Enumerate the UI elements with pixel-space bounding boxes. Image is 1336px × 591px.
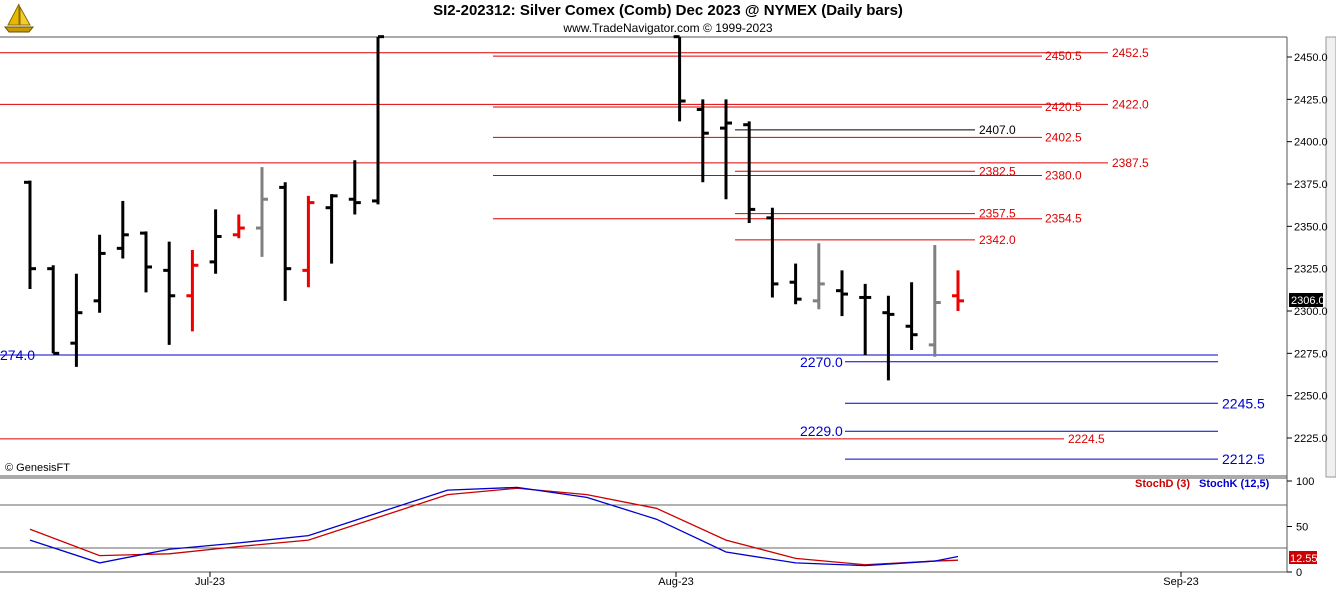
level-label: 2245.5 xyxy=(1222,395,1265,411)
level-label: 2407.0 xyxy=(979,123,1016,137)
ohlc-bar xyxy=(209,209,222,274)
ohlc-bar xyxy=(348,160,361,215)
price-tick-label: 2425.0 xyxy=(1294,94,1328,106)
stoch-tick-label: 50 xyxy=(1296,522,1308,534)
legend-stochk: StochK (12,5) xyxy=(1199,478,1270,490)
genesis-watermark: © GenesisFT xyxy=(5,462,70,474)
level-label: 2342.0 xyxy=(979,233,1016,247)
level-label: 2380.0 xyxy=(1045,169,1082,183)
ohlc-bar xyxy=(905,282,918,350)
ohlc-bar xyxy=(186,250,199,332)
level-label: 2354.5 xyxy=(1045,212,1082,226)
price-tick-label: 2250.0 xyxy=(1294,391,1328,403)
ohlc-bar xyxy=(325,194,338,264)
level-label: 2452.5 xyxy=(1112,46,1149,60)
level-label: 2212.5 xyxy=(1222,451,1265,467)
price-tick-label: 2350.0 xyxy=(1294,221,1328,233)
level-label: 2422.0 xyxy=(1112,97,1149,111)
stoch-tick-label: 100 xyxy=(1296,476,1314,488)
ohlc-bar xyxy=(836,270,848,317)
ohlc-bar xyxy=(696,99,709,183)
ohlc-bar xyxy=(812,243,825,310)
level-label: 2270.0 xyxy=(800,354,843,370)
ohlc-bar xyxy=(859,283,872,356)
ohlc-bar xyxy=(140,231,152,293)
sailboat-logo-icon xyxy=(3,3,35,33)
ohlc-bar xyxy=(789,263,802,305)
level-label: 2229.0 xyxy=(800,423,843,439)
ohlc-bar xyxy=(720,99,732,200)
level-label: 2387.5 xyxy=(1112,156,1149,170)
stoch-last-label: 12.55 xyxy=(1290,553,1318,565)
level-label: 2420.5 xyxy=(1045,100,1082,114)
ohlc-bar xyxy=(116,200,129,259)
x-tick-label: Aug-23 xyxy=(658,576,693,588)
ohlc-bar xyxy=(232,214,245,239)
stoch-series-line xyxy=(29,487,959,566)
ohlc-bar xyxy=(70,273,83,367)
ohlc-bar xyxy=(93,234,106,313)
ohlc-bar xyxy=(952,270,964,311)
ohlc-bar xyxy=(302,195,315,288)
price-tick-label: 2300.0 xyxy=(1294,306,1328,318)
level-label: 2402.5 xyxy=(1045,130,1082,144)
stoch-tick-label: 0 xyxy=(1296,567,1302,579)
level-label: 2450.5 xyxy=(1045,49,1082,63)
ohlc-bar xyxy=(163,241,176,345)
last-price-tag xyxy=(1289,293,1323,307)
ohlc-bar xyxy=(47,265,60,355)
level-label: 274.0 xyxy=(0,347,35,363)
ohlc-bar xyxy=(256,167,268,257)
level-label: 2382.5 xyxy=(979,164,1016,178)
legend-stochd: StochD (3) xyxy=(1135,478,1190,490)
level-label: 2224.5 xyxy=(1068,432,1105,446)
ohlc-bar xyxy=(24,180,36,289)
price-tick-label: 2375.0 xyxy=(1294,179,1328,191)
ohlc-bar xyxy=(766,207,779,298)
stoch-last-tag xyxy=(1289,551,1317,564)
price-tick-label: 2400.0 xyxy=(1294,137,1328,149)
ohlc-bar xyxy=(743,121,756,223)
price-tick-label: 2225.0 xyxy=(1294,433,1328,445)
price-tick-label: 2325.0 xyxy=(1294,264,1328,276)
chart-subtitle: www.TradeNavigator.com © 1999-2023 xyxy=(563,21,773,35)
price-tick-label: 2450.0 xyxy=(1294,52,1328,64)
stoch-series-line xyxy=(29,486,959,567)
ohlc-bar xyxy=(928,244,941,357)
price-tick-label: 2275.0 xyxy=(1294,348,1328,360)
ohlc-bar xyxy=(279,182,292,301)
price-axis-scrollbar[interactable] xyxy=(1325,36,1336,478)
ohlc-bar xyxy=(882,295,895,381)
ohlc-bar xyxy=(372,35,384,205)
x-tick-label: Jul-23 xyxy=(195,576,225,588)
last-price-label: 2306.0 xyxy=(1291,295,1325,307)
ohlc-bar xyxy=(673,35,686,122)
chart-title: SI2-202312: Silver Comex (Comb) Dec 2023… xyxy=(433,2,903,19)
x-tick-label: Sep-23 xyxy=(1163,576,1198,588)
level-label: 2357.5 xyxy=(979,207,1016,221)
